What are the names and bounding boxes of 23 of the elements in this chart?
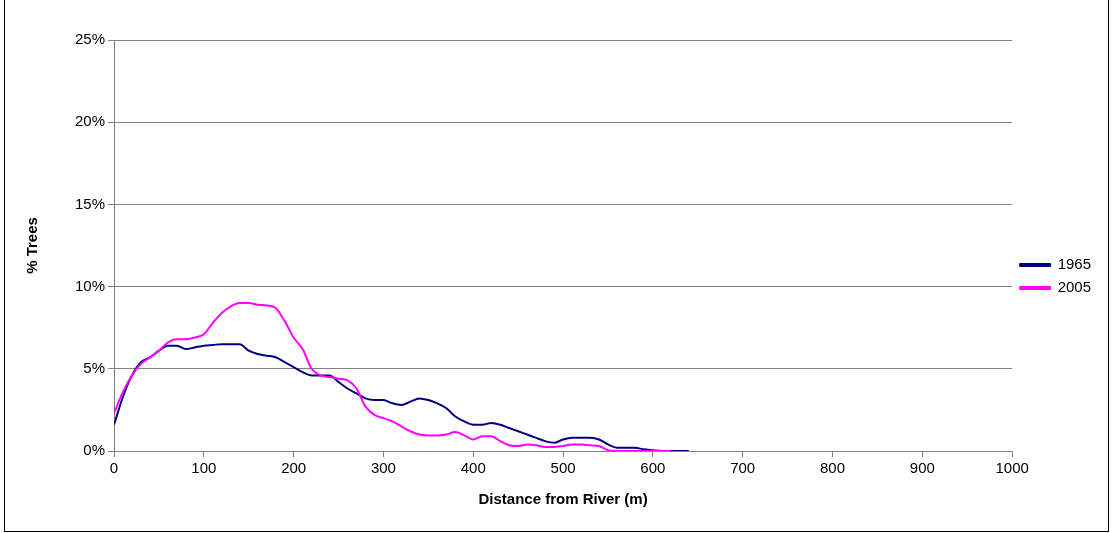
line-series xyxy=(114,343,690,451)
y-tick-label: 5% xyxy=(83,358,106,376)
x-axis-title: Distance from River (m) xyxy=(478,490,648,508)
y-tick-label: 20% xyxy=(74,112,106,130)
y-tick-label: 0% xyxy=(83,441,106,459)
legend-label: 1965 xyxy=(1057,255,1092,273)
y-axis-title: % Trees xyxy=(23,217,41,274)
x-tick-label: 1000 xyxy=(995,459,1029,477)
y-tick-label: 10% xyxy=(74,276,106,294)
x-tick-label: 300 xyxy=(370,459,396,477)
x-tick-label: 0 xyxy=(109,459,119,477)
x-tick-label: 600 xyxy=(640,459,666,477)
x-tick-label: 500 xyxy=(550,459,576,477)
x-tick-label: 200 xyxy=(281,459,307,477)
x-tick-label: 800 xyxy=(819,459,846,477)
line-series xyxy=(114,302,672,451)
x-tick-label: 900 xyxy=(909,459,935,477)
x-tick-label: 400 xyxy=(460,459,486,477)
x-tick-label: 100 xyxy=(191,459,217,477)
y-tick-label: 15% xyxy=(74,194,106,212)
y-tick-label: 25% xyxy=(74,30,106,48)
legend-label: 2005 xyxy=(1057,278,1092,296)
x-tick-label: 700 xyxy=(730,459,756,477)
